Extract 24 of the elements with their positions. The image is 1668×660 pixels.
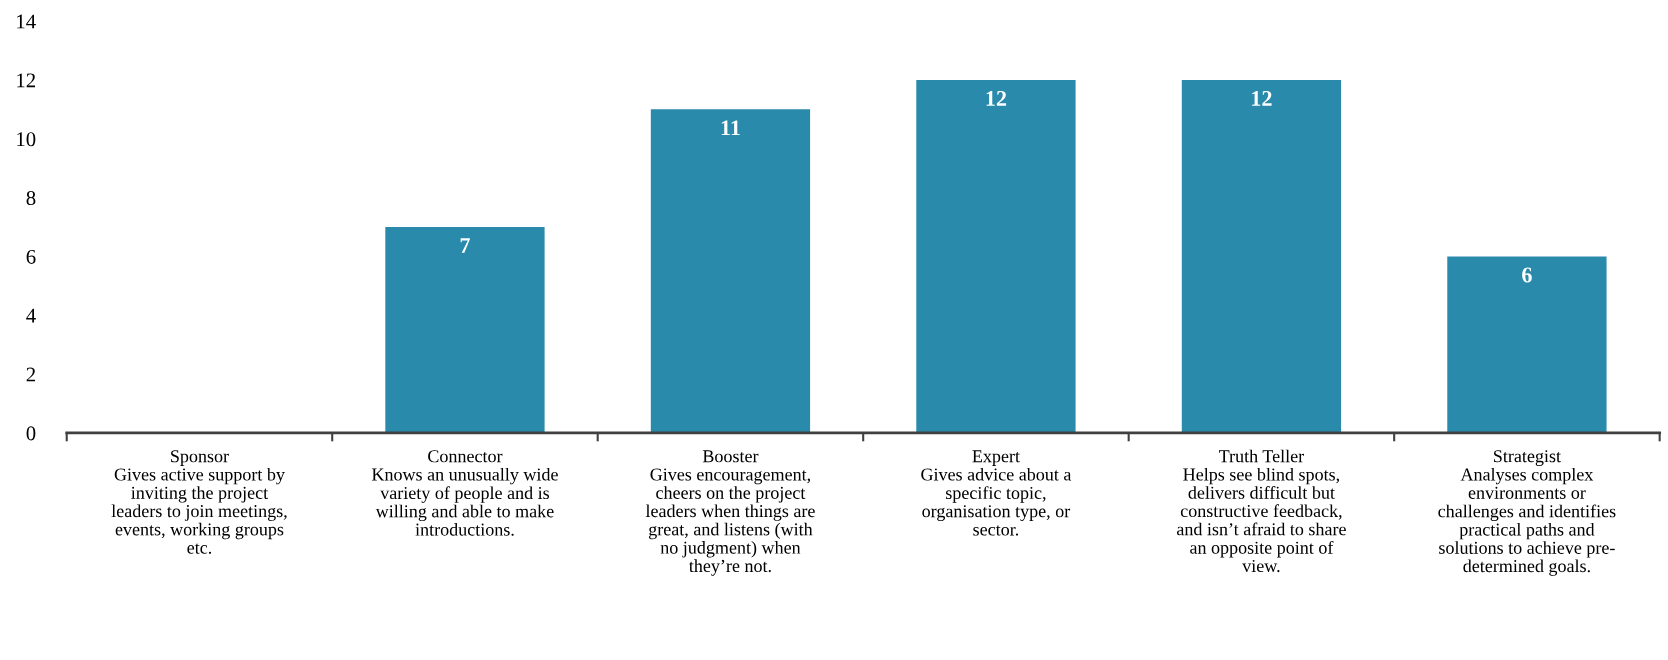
data-label: 12 — [986, 90, 1007, 106]
y-tick-label: 14 — [17, 14, 36, 29]
y-tick-label: 6 — [26, 249, 36, 264]
y-tick-label: 2 — [26, 367, 36, 382]
x-tick-label: Connector Knows an unusually wide variety of people and is willing and able to make introductions. — [371, 450, 558, 536]
data-label: 7 — [460, 238, 470, 253]
y-tick-label: 8 — [26, 191, 36, 206]
y-tick-label: 0 — [26, 426, 36, 441]
x-tick-label: Strategist Analyses complex environments or challenges and identifies practical paths and solutions to achieve pre- determined goals. — [1438, 450, 1616, 576]
x-tick-label: Sponsor Gives active support by inviting the project leaders to join meetings, events, working groups etc. — [111, 450, 287, 554]
y-tick-label: 10 — [17, 132, 36, 147]
data-label: 12 — [1252, 90, 1272, 106]
bar — [1181, 79, 1342, 433]
x-tick-label: Expert Gives advice about a specific topic, organisation type, or sector. — [921, 450, 1072, 536]
x-tick-label: Booster Gives encouragement, cheers on the project leaders when things are great, and listens (with no judgment) when they’re not. — [645, 450, 815, 576]
data-label: 6 — [1522, 267, 1532, 283]
bar — [650, 109, 811, 433]
bar — [1447, 256, 1607, 433]
y-tick-label: 12 — [17, 73, 36, 88]
y-tick-label: 4 — [26, 308, 36, 323]
data-label: 11 — [721, 120, 740, 136]
bar — [916, 79, 1076, 433]
bar — [385, 227, 545, 433]
x-tick-label: Truth Teller Helps see blind spots, delivers difficult but constructive feedback, and isn’t afraid to share an opposite point of view. — [1176, 449, 1346, 573]
